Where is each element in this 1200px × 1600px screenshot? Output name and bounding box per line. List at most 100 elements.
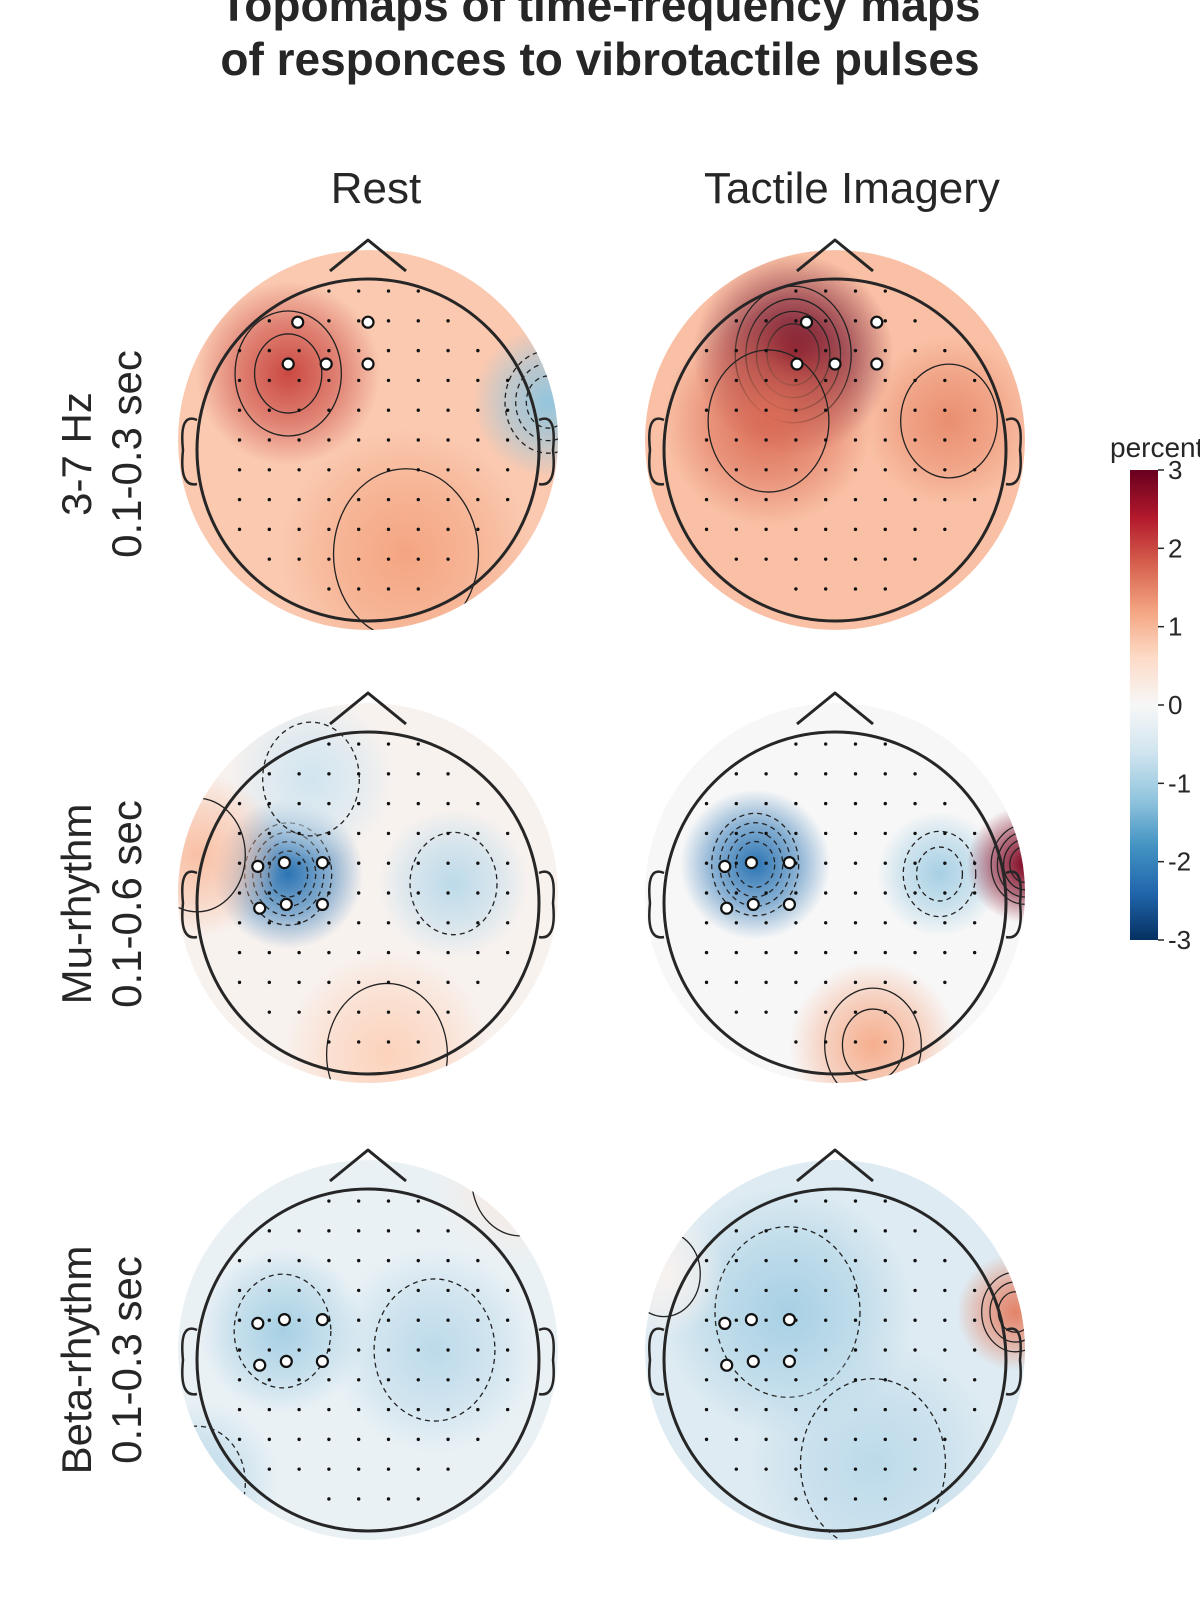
sensor-dot (416, 1437, 420, 1442)
sensor-dot (297, 921, 301, 925)
highlighted-sensor (720, 901, 734, 915)
sensor-dot (505, 378, 510, 383)
sensor-dot (386, 861, 391, 865)
sensor-dot (297, 950, 301, 955)
sensor-dot (823, 378, 828, 383)
sensor-dot (972, 1288, 977, 1293)
sensor-dot (823, 831, 828, 836)
sensor-dot (943, 1288, 947, 1293)
sensor-dot (943, 891, 947, 895)
sensor-dot (297, 1467, 301, 1471)
sensor-dot (267, 1437, 272, 1442)
sensor-dot (267, 408, 272, 412)
ear-outline (1005, 1327, 1022, 1396)
sensor-dot (416, 1199, 420, 1203)
sensor-dot (883, 1318, 887, 1322)
highlighted-sensor (277, 1312, 291, 1327)
sensor-dot (356, 1497, 361, 1501)
sensor-dot (356, 1229, 361, 1233)
sensor-dot (446, 861, 450, 865)
sensor-dot (416, 1229, 420, 1233)
sensor-dot (416, 1407, 420, 1412)
highlighted-sensor (720, 1358, 734, 1372)
sensor-dot (356, 348, 361, 353)
sensor-dot (823, 891, 828, 895)
sensor-dot (267, 1229, 272, 1233)
topomap-field (178, 703, 558, 1083)
sensor-dot (416, 1258, 420, 1263)
sensor-dot (764, 831, 768, 836)
sensor-dot (386, 319, 391, 323)
sensor-dot (416, 348, 420, 353)
sensor-dot (416, 438, 420, 442)
sensor-dot (505, 1348, 510, 1352)
sensor-dot (972, 921, 977, 925)
sensor-dot (356, 1318, 361, 1322)
sensor-dot (505, 891, 510, 895)
sensor-dot (704, 1378, 709, 1382)
sensor-dot (913, 468, 917, 472)
sensor-dot (446, 527, 450, 532)
sensor-dot (416, 772, 420, 776)
sensor-dot (356, 497, 361, 502)
field-blob (282, 950, 492, 1083)
sensor-dot (704, 1288, 709, 1293)
sensor-dot (446, 772, 450, 776)
sensor-dot (972, 831, 977, 836)
head-outline (662, 277, 1008, 623)
sensor-dot (913, 1437, 917, 1442)
sensor-dot (883, 378, 887, 383)
sensor-dot (446, 1407, 450, 1412)
sensor-dot (794, 891, 798, 895)
sensor-dot (972, 1378, 977, 1382)
sensor-dot (734, 557, 739, 561)
sensor-dot (823, 1467, 828, 1471)
sensor-dot (267, 1407, 272, 1412)
sensor-dot (327, 587, 331, 591)
sensor-dot (764, 1010, 768, 1014)
sensor-dot (386, 1010, 391, 1014)
sensor-dot (913, 378, 917, 383)
sensor-dot (327, 438, 331, 442)
sensor-dot (794, 1407, 798, 1412)
sensor-dot (764, 1288, 768, 1293)
sensor-dot (505, 861, 510, 865)
sensor-dot (883, 861, 887, 865)
sensor-dot (883, 1467, 887, 1471)
sensor-dot (446, 831, 450, 836)
sensor-dot (327, 557, 331, 561)
sensor-dot (853, 1467, 858, 1471)
sensor-dot (476, 408, 480, 412)
sensor-dot (823, 1010, 828, 1014)
sensor-dot (267, 438, 272, 442)
sensor-dot (794, 772, 798, 776)
column-title-rest: Rest (330, 164, 422, 213)
sensor-dot (734, 319, 739, 323)
sensor-dot (943, 831, 947, 836)
sensor-dot (505, 1407, 510, 1412)
sensor-dot (823, 1348, 828, 1352)
sensor-dot (386, 1199, 391, 1203)
sensor-dot (794, 1010, 798, 1014)
sensor-dot (267, 980, 272, 985)
sensor-dot (505, 438, 510, 442)
sensor-dot (297, 527, 301, 532)
highlighted-sensor (251, 859, 265, 874)
sensor-dot (913, 891, 917, 895)
sensor-dot (943, 921, 947, 925)
highlighted-sensor (870, 315, 884, 329)
sensor-dot (446, 1467, 450, 1471)
sensor-dot (446, 497, 450, 502)
sensor-dot (853, 1010, 858, 1014)
sensor-dot (237, 1258, 242, 1263)
sensor-dot (267, 527, 272, 532)
sensor-dot (853, 1378, 858, 1382)
sensor-dot (267, 831, 272, 836)
sensor-dot (386, 497, 391, 502)
sensor-dot (704, 950, 709, 955)
sensor-dot (704, 891, 709, 895)
sensor-dot (972, 1318, 977, 1322)
sensor-dot (794, 497, 798, 502)
sensor-dot (237, 1318, 242, 1322)
sensor-dot (734, 1010, 739, 1014)
